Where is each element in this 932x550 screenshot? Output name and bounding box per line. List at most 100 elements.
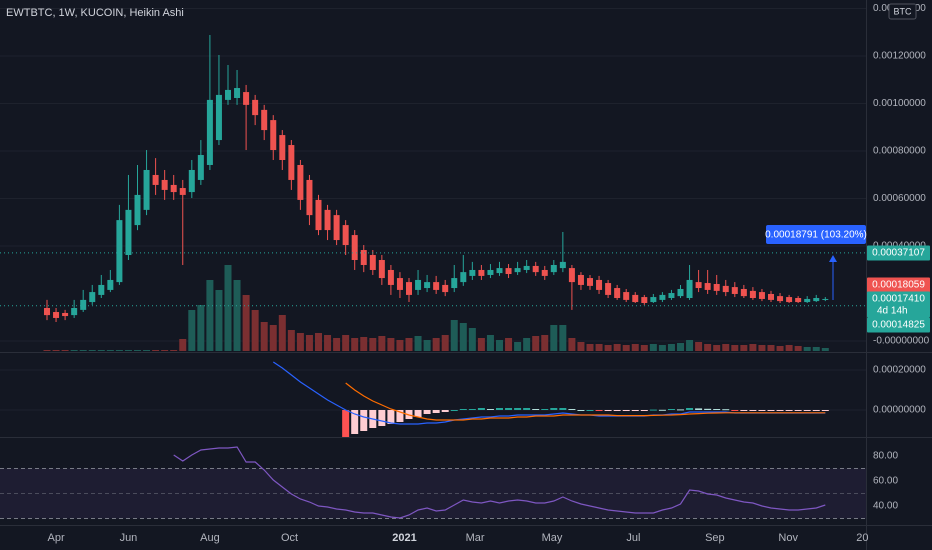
volume-bar [305,335,313,351]
candle-body [424,282,431,289]
candle-body [768,293,774,300]
volume-bar [496,340,503,351]
histogram-bar [351,410,359,434]
candle-body [758,292,765,299]
candle-body [252,99,259,116]
candle-body [786,297,793,303]
volume-bar [740,345,748,351]
candle-body [451,278,458,289]
volume-bar [52,350,60,351]
x-tick-label: Aug [200,532,220,544]
x-tick-label: Jul [626,532,640,544]
volume-bar [143,350,151,351]
candle-body [577,274,584,285]
volume-bar [97,350,105,351]
histogram-bar [523,408,531,410]
volume-bar [649,344,657,351]
histogram-bar [505,408,513,410]
histogram-bar [767,410,775,411]
candle-body [315,199,322,231]
candle-body [351,235,358,261]
volume-bar [188,310,196,351]
volume-bar [577,342,585,351]
volume-bar [604,345,612,351]
histogram-bar [821,410,829,411]
volume-bar [541,335,549,351]
histogram-bar [604,410,612,411]
histogram-bar [541,409,549,410]
x-tick-label: Apr [47,532,64,544]
histogram-bar [740,410,748,411]
histogram-bar [667,409,675,410]
volume-bar [785,345,793,351]
volume-bar [695,342,703,351]
y-tick-label: 0.00100000 [873,98,926,109]
histogram-bar [396,410,404,422]
candle-body [523,265,530,270]
volume-bar [658,345,666,351]
volume-bar [749,344,757,351]
chart-layer: 0.001400000.001200000.001000000.00080000… [0,3,930,544]
x-tick-label: Nov [778,532,798,544]
y-tick-label: -0.00000000 [873,336,930,347]
histogram-bar [423,410,431,414]
candle-body [261,109,268,131]
volume-bar [296,333,304,351]
candle-body [143,169,150,210]
histogram-bar [776,410,784,411]
histogram-bar [794,410,802,411]
histogram-bar [722,409,730,411]
candle-body [80,299,87,310]
candle-body [550,264,557,273]
volume-bar [812,347,820,351]
unit-badge[interactable] [888,3,917,20]
histogram-bar [622,410,630,411]
volume-bar [360,337,368,351]
candle-body [297,164,304,200]
histogram-bar [387,410,395,424]
volume-bar [351,338,359,351]
candle-body [731,287,738,294]
volume-bar [523,338,531,351]
volume-bar [161,350,169,351]
volume-bar [206,280,214,351]
y-tick-label: 40.00 [873,501,898,512]
histogram-bar [342,410,350,437]
volume-bar [43,350,51,351]
volume-bar [468,328,476,351]
histogram-bar [586,410,594,411]
volume-bar [514,342,522,351]
x-tick-label: Sep [705,532,725,544]
volume-bar [414,336,422,351]
volume-bar [622,345,630,351]
volume-bar [550,325,558,351]
volume-bar [378,336,386,351]
histogram-bar [514,408,522,410]
histogram-bar [640,410,648,411]
volume-bar [459,323,467,351]
volume-bar [595,344,603,351]
candle-body [98,284,105,295]
candle-body [179,188,186,195]
volume-bar [70,350,78,351]
candle-body [152,174,159,185]
volume-bar [251,310,259,351]
histogram-bar [686,408,694,410]
histogram-bar [532,409,540,410]
candle-body [749,290,756,299]
candle-body [695,282,702,289]
histogram-bar [577,410,585,411]
price-label: 0.00017410 [872,294,925,305]
candle-body [740,288,747,297]
candle-body [324,209,331,231]
volume-bar [342,335,350,351]
candle-body [804,298,811,303]
x-tick-label: 2021 [392,532,416,544]
indicator-line [345,382,826,421]
volume-bar [559,325,567,351]
x-tick-label: Jun [120,532,138,544]
candle-body [505,268,512,275]
volume-bar [767,345,775,351]
candle-body [614,288,621,299]
x-tick-label: Mar [466,532,485,544]
